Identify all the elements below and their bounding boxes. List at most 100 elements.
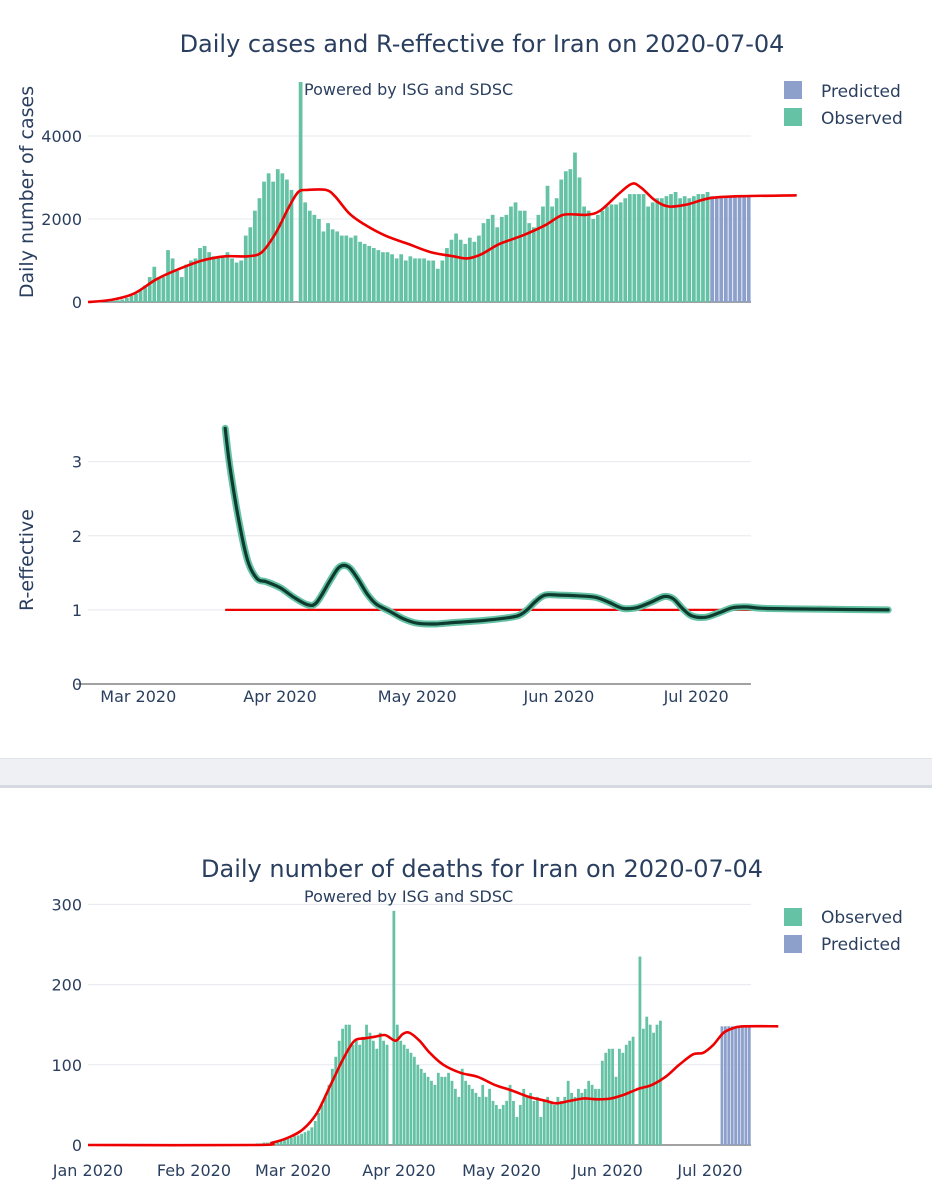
observed-bar[interactable] [235,263,239,302]
observed-bar[interactable] [522,1089,525,1145]
observed-bar[interactable] [463,244,467,302]
observed-bar[interactable] [461,1069,464,1145]
observed-bar[interactable] [563,1097,566,1145]
observed-bar[interactable] [447,1073,450,1145]
observed-bar[interactable] [322,231,326,302]
observed-bar[interactable] [601,211,605,302]
observed-bar[interactable] [567,1081,570,1145]
predicted-bar[interactable] [729,196,733,302]
observed-bar[interactable] [134,294,138,302]
observed-bar[interactable] [248,227,252,302]
observed-bar[interactable] [495,227,499,302]
predicted-bar[interactable] [748,1026,751,1145]
observed-bar[interactable] [427,1077,430,1145]
predicted-bar[interactable] [738,1026,741,1145]
observed-bar[interactable] [505,1101,508,1145]
observed-bar[interactable] [293,1136,296,1145]
observed-bar[interactable] [287,1139,290,1145]
observed-bar[interactable] [605,207,609,302]
observed-bar[interactable] [420,1069,423,1145]
observed-bar[interactable] [660,198,664,302]
observed-bar[interactable] [687,198,691,302]
observed-bar[interactable] [395,258,399,302]
observed-bar[interactable] [341,1029,344,1145]
observed-bar[interactable] [120,300,124,302]
observed-bar[interactable] [464,1081,467,1145]
observed-bar[interactable] [198,248,202,302]
predicted-bar[interactable] [715,196,719,302]
observed-bar[interactable] [340,236,344,302]
observed-bar[interactable] [591,219,595,302]
observed-bar[interactable] [516,1117,519,1145]
observed-bar[interactable] [498,1109,501,1145]
observed-bar[interactable] [655,198,659,302]
observed-bar[interactable] [230,258,234,302]
observed-bar[interactable] [148,277,152,302]
observed-bar[interactable] [258,198,262,302]
observed-bar[interactable] [502,1105,505,1145]
observed-bar[interactable] [348,1025,351,1145]
observed-bar[interactable] [239,260,243,302]
observed-bar[interactable] [578,177,582,302]
observed-bar[interactable] [596,215,600,302]
observed-bar[interactable] [321,1105,324,1145]
observed-bar[interactable] [505,215,509,302]
observed-bar[interactable] [477,236,481,302]
observed-bar[interactable] [577,1089,580,1145]
observed-bar[interactable] [669,194,673,302]
observed-bar[interactable] [184,265,188,302]
observed-bar[interactable] [440,1077,443,1145]
observed-bar[interactable] [587,1081,590,1145]
observed-bar[interactable] [639,957,642,1145]
observed-bar[interactable] [594,1089,597,1145]
observed-bar[interactable] [519,1105,522,1145]
observed-bar[interactable] [399,1041,402,1145]
observed-bar[interactable] [478,1097,481,1145]
observed-bar[interactable] [569,169,573,302]
observed-bar[interactable] [175,271,179,302]
observed-bar[interactable] [331,229,335,302]
observed-bar[interactable] [482,223,486,302]
observed-bar[interactable] [471,1089,474,1145]
observed-bar[interactable] [492,1101,495,1145]
observed-bar[interactable] [608,1049,611,1145]
observed-bar[interactable] [116,300,120,302]
observed-bar[interactable] [495,1105,498,1145]
observed-bar[interactable] [369,1033,372,1145]
observed-bar[interactable] [406,1049,409,1145]
observed-bar[interactable] [642,194,646,302]
observed-bar[interactable] [628,194,632,302]
observed-bar[interactable] [355,1041,358,1145]
observed-bar[interactable] [386,1045,389,1145]
observed-bar[interactable] [645,1017,648,1145]
observed-bar[interactable] [674,192,678,302]
observed-bar[interactable] [656,1025,659,1145]
observed-bar[interactable] [450,240,454,302]
observed-bar[interactable] [491,215,495,302]
observed-bar[interactable] [404,260,408,302]
predicted-bar[interactable] [741,1026,744,1145]
observed-bar[interactable] [166,250,170,302]
observed-bar[interactable] [451,1081,454,1145]
observed-bar[interactable] [564,171,568,302]
observed-bar[interactable] [652,1033,655,1145]
observed-bar[interactable] [351,1045,354,1145]
observed-bar[interactable] [271,182,275,302]
observed-bar[interactable] [486,219,490,302]
observed-bar[interactable] [285,180,289,302]
observed-bar[interactable] [403,1045,406,1145]
observed-bar[interactable] [692,196,696,302]
predicted-bar[interactable] [744,1026,747,1145]
observed-bar[interactable] [386,252,390,302]
legend-item-observed[interactable]: Observed [784,108,903,129]
observed-bar[interactable] [512,1101,515,1145]
observed-bar[interactable] [433,1085,436,1145]
observed-bar[interactable] [500,217,504,302]
observed-bar[interactable] [615,1077,618,1145]
observed-bar[interactable] [375,1049,378,1145]
observed-bar[interactable] [509,1085,512,1145]
observed-bar[interactable] [598,1089,601,1145]
observed-bar[interactable] [379,1033,382,1145]
observed-bar[interactable] [580,1093,583,1145]
observed-bar[interactable] [365,1025,368,1145]
